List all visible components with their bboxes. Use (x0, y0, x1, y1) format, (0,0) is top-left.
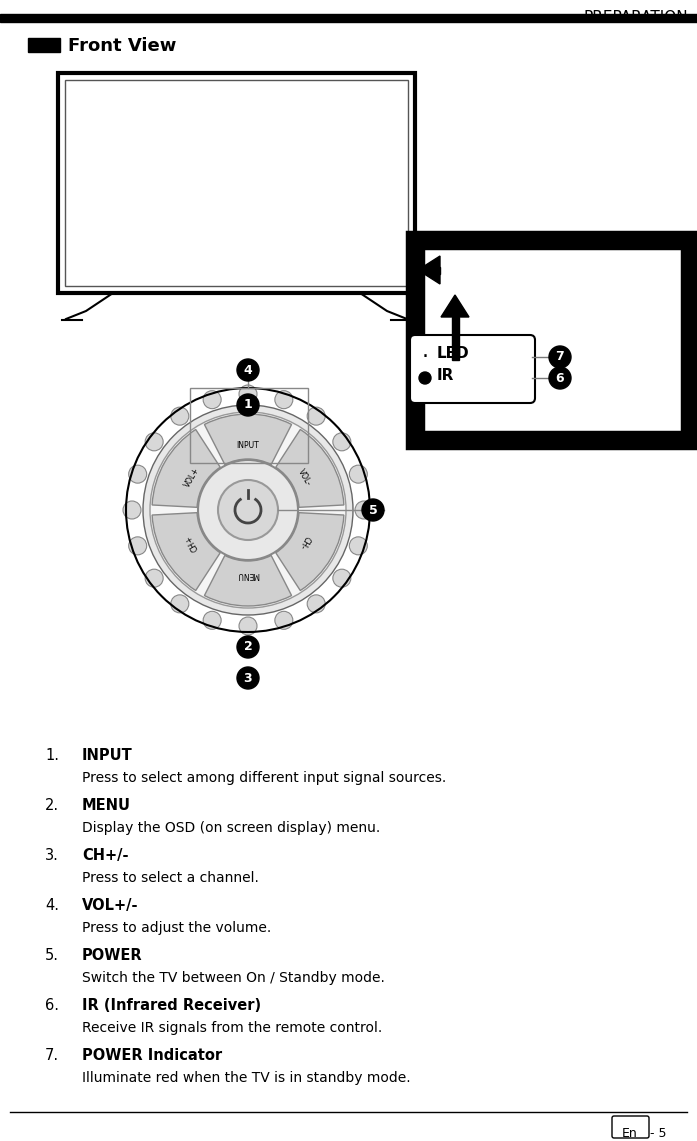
Circle shape (307, 407, 325, 426)
Circle shape (239, 617, 257, 636)
Circle shape (349, 537, 367, 555)
Circle shape (237, 667, 259, 689)
Circle shape (275, 390, 293, 408)
Text: Switch the TV between On / Standby mode.: Switch the TV between On / Standby mode. (82, 971, 385, 985)
Text: POWER Indicator: POWER Indicator (82, 1047, 222, 1063)
Circle shape (145, 432, 163, 451)
Wedge shape (152, 429, 220, 508)
Text: 5.: 5. (45, 948, 59, 963)
Circle shape (549, 367, 571, 389)
Text: 7: 7 (556, 350, 565, 364)
Text: Press to select among different input signal sources.: Press to select among different input si… (82, 771, 446, 785)
Wedge shape (276, 512, 344, 591)
Text: - 5: - 5 (650, 1127, 666, 1140)
Text: VOL+: VOL+ (183, 466, 201, 489)
Circle shape (123, 501, 141, 519)
Circle shape (355, 501, 373, 519)
Bar (415, 240, 690, 440)
Circle shape (275, 612, 293, 630)
Text: 6.: 6. (45, 998, 59, 1013)
Circle shape (419, 372, 431, 385)
Circle shape (129, 537, 146, 555)
Circle shape (203, 390, 221, 408)
Bar (65, 80, 408, 286)
Circle shape (143, 405, 353, 615)
Bar (433, 267, 440, 274)
Wedge shape (204, 556, 291, 606)
Circle shape (237, 359, 259, 381)
Circle shape (239, 385, 257, 403)
Text: INPUT: INPUT (236, 440, 259, 450)
Circle shape (203, 612, 221, 630)
Circle shape (145, 569, 163, 588)
Text: PREPARATION: PREPARATION (583, 10, 688, 25)
Text: MENU: MENU (82, 798, 131, 814)
Text: 1: 1 (244, 398, 252, 412)
Circle shape (549, 346, 571, 369)
Circle shape (307, 594, 325, 613)
Circle shape (171, 594, 189, 613)
Circle shape (171, 407, 189, 426)
Bar (190, 388, 308, 463)
Text: 2.: 2. (45, 798, 59, 814)
Polygon shape (441, 296, 469, 317)
Text: Press to adjust the volume.: Press to adjust the volume. (82, 921, 271, 934)
Text: Illuminate red when the TV is in standby mode.: Illuminate red when the TV is in standby… (82, 1071, 411, 1085)
Text: 2: 2 (244, 640, 252, 654)
Text: Front View: Front View (68, 37, 176, 55)
Text: 3: 3 (244, 672, 252, 685)
Text: En: En (622, 1127, 638, 1140)
Circle shape (349, 466, 367, 483)
Text: 4.: 4. (45, 898, 59, 913)
Circle shape (218, 480, 278, 540)
Wedge shape (152, 512, 220, 591)
Text: INPUT: INPUT (82, 748, 132, 763)
Circle shape (237, 636, 259, 658)
Text: VOL-: VOL- (296, 468, 313, 487)
Circle shape (150, 412, 346, 608)
Text: POWER: POWER (82, 948, 143, 963)
Text: 1.: 1. (45, 748, 59, 763)
Text: VOL+/-: VOL+/- (82, 898, 139, 913)
Circle shape (129, 466, 146, 483)
Text: 5: 5 (369, 503, 377, 517)
Text: IR: IR (437, 367, 454, 382)
Circle shape (333, 569, 351, 588)
Wedge shape (276, 429, 344, 508)
Circle shape (333, 432, 351, 451)
Text: Receive IR signals from the remote control.: Receive IR signals from the remote contr… (82, 1021, 382, 1035)
FancyBboxPatch shape (612, 1116, 649, 1138)
Text: CH+/-: CH+/- (82, 848, 128, 863)
Text: 4: 4 (244, 364, 252, 377)
Text: 6: 6 (556, 372, 565, 385)
Text: LED: LED (437, 347, 470, 362)
Text: Press to select a channel.: Press to select a channel. (82, 871, 259, 885)
Text: CH+: CH+ (183, 533, 200, 552)
Bar (58, 73, 415, 293)
Text: 7.: 7. (45, 1047, 59, 1063)
Text: CH-: CH- (297, 534, 312, 551)
Text: Display the OSD (on screen display) menu.: Display the OSD (on screen display) menu… (82, 822, 381, 835)
Bar (28, 38, 60, 52)
Circle shape (198, 460, 298, 560)
Bar (452, 317, 459, 361)
Bar (0, 14, 697, 22)
Text: IR (Infrared Receiver): IR (Infrared Receiver) (82, 998, 261, 1013)
Text: MENU: MENU (237, 570, 259, 580)
Text: ·: · (422, 347, 429, 367)
Wedge shape (204, 414, 291, 464)
Text: 3.: 3. (45, 848, 59, 863)
Polygon shape (418, 256, 440, 284)
Circle shape (237, 394, 259, 416)
Circle shape (362, 499, 384, 521)
FancyBboxPatch shape (410, 335, 535, 403)
